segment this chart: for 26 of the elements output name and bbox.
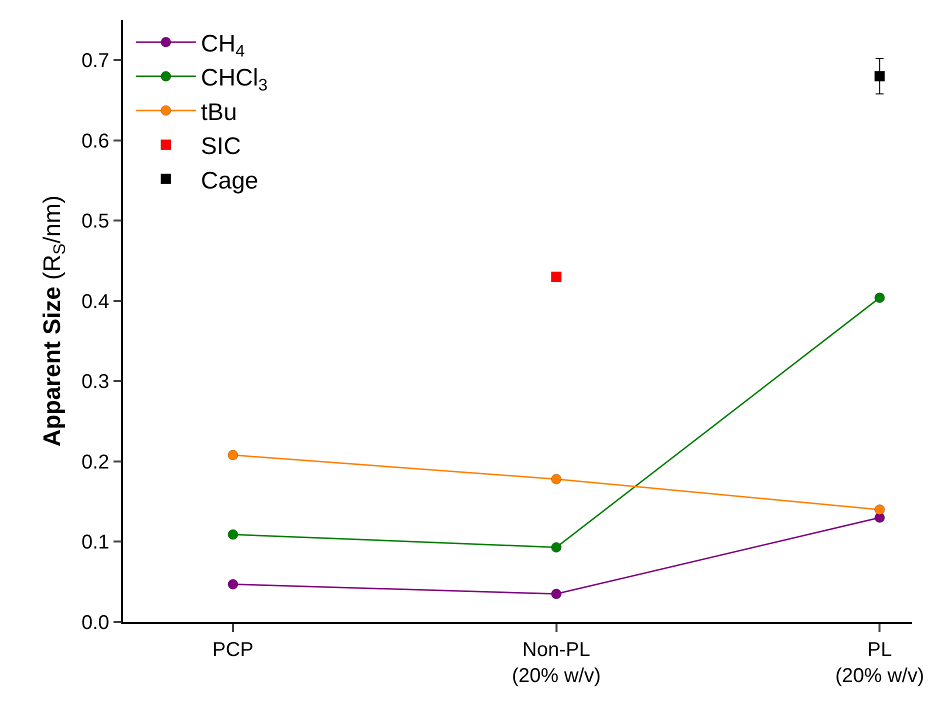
legend-label: tBu bbox=[200, 98, 237, 126]
legend-label: Cage bbox=[200, 167, 258, 194]
y-tick-label: 0.1 bbox=[81, 532, 110, 554]
y-tick-label: 0.7 bbox=[81, 50, 110, 72]
point bbox=[551, 542, 562, 553]
x-tick-label: PCP bbox=[212, 638, 254, 661]
point bbox=[874, 70, 885, 82]
x-tick-label: PL (20% w/v) bbox=[835, 638, 924, 687]
y-tick-label: 0.0 bbox=[81, 612, 110, 634]
point bbox=[551, 272, 562, 282]
point bbox=[228, 450, 238, 460]
point bbox=[551, 588, 562, 600]
point bbox=[874, 504, 885, 515]
point bbox=[551, 474, 562, 484]
point bbox=[228, 579, 238, 590]
y-tick-label: 0.5 bbox=[81, 210, 110, 233]
y-tick-label: 0.4 bbox=[81, 290, 110, 313]
point bbox=[874, 292, 885, 303]
legend-label: CHCl$_{3}$ bbox=[200, 64, 268, 95]
point bbox=[228, 529, 238, 540]
x-tick-label: Non-PL (20% w/v) bbox=[512, 638, 601, 687]
y-tick-label: 0.3 bbox=[81, 371, 110, 394]
y-tick-label: 0.2 bbox=[81, 451, 110, 474]
legend-label: SIC bbox=[200, 133, 241, 160]
y-tick-label: 0.6 bbox=[81, 130, 110, 152]
legend-label: CH$_{4}$ bbox=[200, 30, 245, 60]
